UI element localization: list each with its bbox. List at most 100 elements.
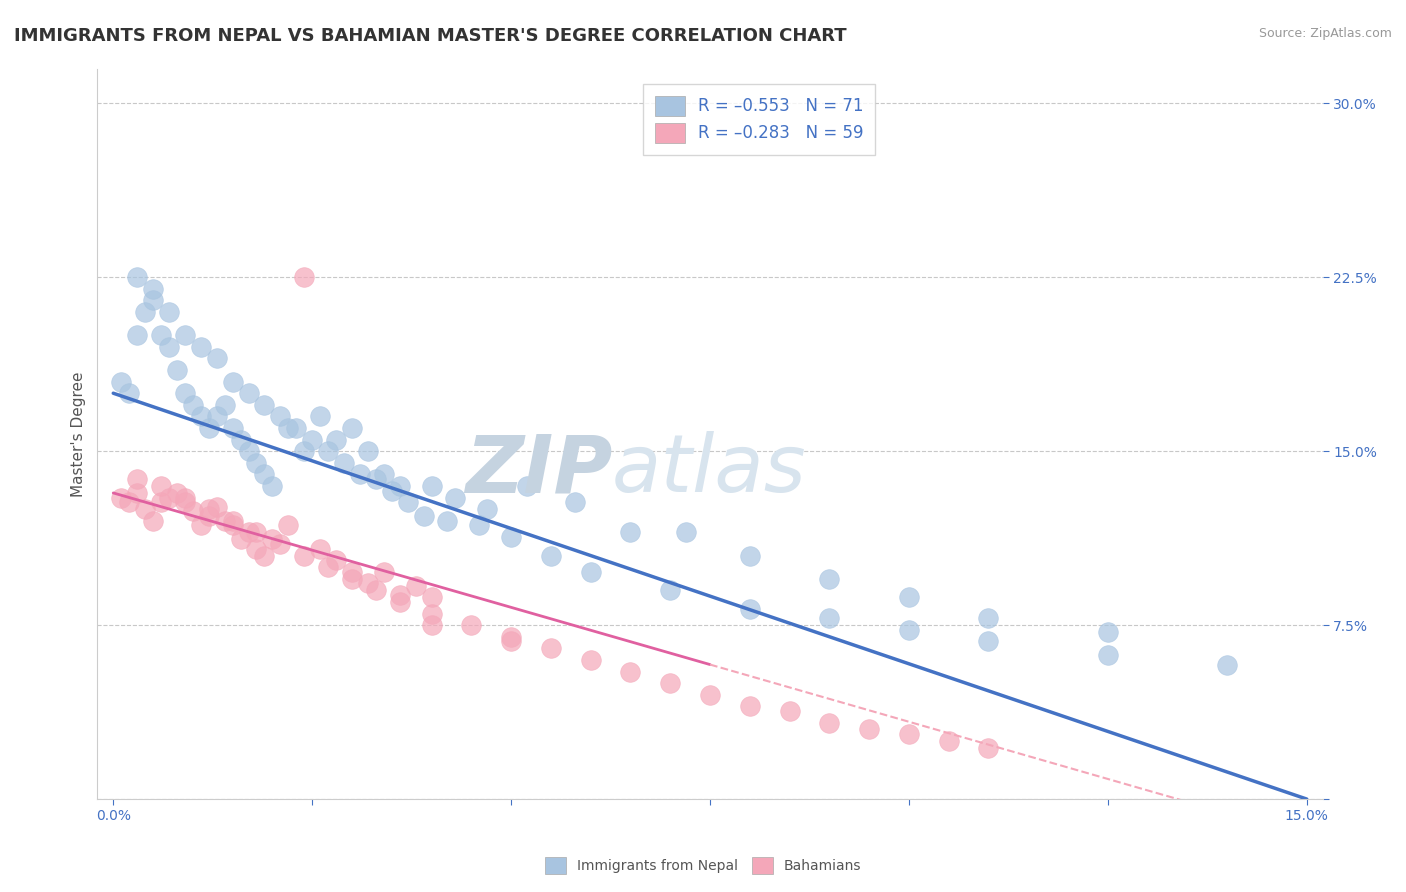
Point — [460, 618, 482, 632]
Point — [190, 409, 212, 424]
Point — [364, 583, 387, 598]
Point — [316, 444, 339, 458]
Point — [373, 565, 395, 579]
Point — [173, 328, 195, 343]
Point — [501, 634, 523, 648]
Point — [1216, 657, 1239, 672]
Point — [659, 676, 682, 690]
Point — [779, 704, 801, 718]
Point — [818, 611, 841, 625]
Point — [579, 565, 602, 579]
Legend: Immigrants from Nepal, Bahamians: Immigrants from Nepal, Bahamians — [538, 850, 868, 880]
Point — [127, 270, 149, 285]
Point — [699, 688, 721, 702]
Point — [357, 576, 380, 591]
Point — [197, 502, 219, 516]
Point — [1097, 648, 1119, 663]
Point — [938, 734, 960, 748]
Point — [738, 549, 761, 563]
Text: atlas: atlas — [612, 432, 807, 509]
Y-axis label: Master's Degree: Master's Degree — [72, 371, 86, 497]
Point — [977, 611, 1000, 625]
Point — [134, 305, 156, 319]
Point — [977, 741, 1000, 756]
Point — [173, 386, 195, 401]
Point — [333, 456, 356, 470]
Point — [738, 699, 761, 714]
Point — [166, 363, 188, 377]
Point — [564, 495, 586, 509]
Point — [173, 495, 195, 509]
Point — [325, 433, 347, 447]
Point — [340, 572, 363, 586]
Point — [253, 398, 276, 412]
Point — [245, 541, 267, 556]
Point — [150, 328, 173, 343]
Point — [516, 479, 538, 493]
Point — [396, 495, 419, 509]
Point — [309, 409, 332, 424]
Point — [316, 560, 339, 574]
Point — [190, 518, 212, 533]
Point — [858, 723, 880, 737]
Point — [190, 340, 212, 354]
Point — [412, 509, 434, 524]
Point — [205, 409, 228, 424]
Point — [818, 572, 841, 586]
Point — [142, 514, 165, 528]
Point — [540, 641, 562, 656]
Point — [619, 665, 641, 679]
Point — [221, 518, 243, 533]
Point — [540, 549, 562, 563]
Point — [142, 293, 165, 308]
Point — [340, 565, 363, 579]
Point — [118, 386, 141, 401]
Point — [579, 653, 602, 667]
Point — [214, 514, 236, 528]
Point — [205, 500, 228, 514]
Point — [277, 421, 299, 435]
Point — [675, 525, 697, 540]
Point — [357, 444, 380, 458]
Point — [134, 502, 156, 516]
Point — [420, 607, 443, 621]
Point — [245, 456, 267, 470]
Point — [269, 537, 291, 551]
Point — [659, 583, 682, 598]
Point — [238, 525, 260, 540]
Point — [405, 579, 427, 593]
Point — [173, 491, 195, 505]
Point — [501, 630, 523, 644]
Text: Source: ZipAtlas.com: Source: ZipAtlas.com — [1258, 27, 1392, 40]
Point — [468, 518, 491, 533]
Point — [420, 591, 443, 605]
Point — [157, 305, 180, 319]
Point — [285, 421, 308, 435]
Point — [309, 541, 332, 556]
Point — [238, 386, 260, 401]
Legend: R = –0.553   N = 71, R = –0.283   N = 59: R = –0.553 N = 71, R = –0.283 N = 59 — [643, 84, 875, 155]
Point — [110, 375, 132, 389]
Point — [897, 623, 920, 637]
Point — [262, 479, 284, 493]
Point — [388, 595, 411, 609]
Point — [420, 479, 443, 493]
Point — [118, 495, 141, 509]
Point — [238, 444, 260, 458]
Point — [253, 467, 276, 482]
Point — [277, 518, 299, 533]
Point — [477, 502, 499, 516]
Point — [181, 504, 204, 518]
Point — [229, 533, 252, 547]
Point — [501, 530, 523, 544]
Point — [619, 525, 641, 540]
Point — [349, 467, 371, 482]
Point — [221, 375, 243, 389]
Point — [977, 634, 1000, 648]
Point — [245, 525, 267, 540]
Point — [253, 549, 276, 563]
Point — [150, 479, 173, 493]
Point — [197, 509, 219, 524]
Point — [127, 328, 149, 343]
Point — [818, 715, 841, 730]
